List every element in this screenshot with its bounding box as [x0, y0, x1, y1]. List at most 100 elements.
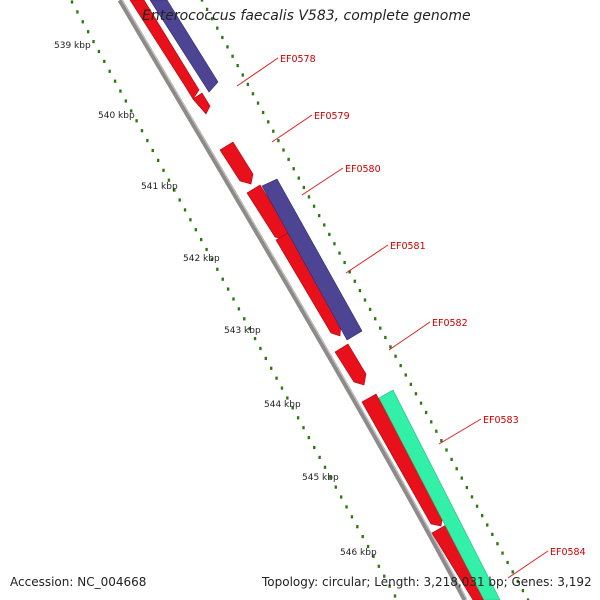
outer-tick: [328, 232, 331, 236]
ruler-label: 545 kbp: [302, 473, 339, 483]
gene-leader-line: [345, 244, 389, 274]
outer-tick: [480, 514, 484, 518]
outer-tick: [231, 54, 234, 58]
outer-tick: [399, 364, 402, 368]
outer-tick: [267, 120, 270, 124]
cds-feature[interactable]: [192, 92, 211, 115]
gene-leader-line: [507, 550, 549, 579]
ruler-tick: [372, 554, 375, 558]
outer-tick-track: [200, 0, 530, 600]
ruler-tick: [124, 99, 128, 103]
gene-leader-line: [236, 57, 279, 87]
outer-tick: [282, 148, 285, 152]
ruler-tick: [205, 247, 208, 252]
ruler-label: 543 kbp: [224, 326, 261, 336]
outer-tick: [272, 129, 275, 133]
gene-label[interactable]: EF0580: [345, 164, 381, 175]
ruler-tick: [200, 238, 203, 242]
outer-tick: [302, 185, 306, 190]
ruler-tick: [221, 277, 224, 281]
ruler-tick: [226, 287, 230, 291]
outer-tick: [307, 195, 311, 199]
outer-tick: [414, 392, 418, 396]
gene-label[interactable]: EF0578: [280, 54, 316, 65]
ruler-track: 539 kbp 540 kbp 541 kbp 542 kbp 543 kbp 544 k…: [54, 0, 397, 598]
gene-label[interactable]: EF0581: [390, 241, 426, 252]
blast-hit[interactable]: [149, 0, 219, 93]
outer-tick: [358, 289, 362, 293]
outer-tick: [317, 214, 321, 218]
ruler-tick: [329, 475, 332, 479]
cds-feature[interactable]: [129, 0, 200, 100]
ruler-tick: [296, 416, 300, 420]
cds-feature[interactable]: [361, 393, 444, 527]
ruler-tick: [269, 366, 273, 370]
ruler-tick: [366, 544, 370, 549]
ruler-label: 542 kbp: [183, 254, 220, 264]
ruler-label: 544 kbp: [264, 400, 301, 410]
ruler-tick: [146, 139, 149, 143]
outer-tick: [526, 598, 530, 600]
cds-feature[interactable]: [334, 343, 367, 386]
ruler-tick: [70, 0, 74, 4]
outer-tick: [333, 242, 336, 246]
outer-tick: [501, 551, 504, 555]
outer-tick: [373, 317, 377, 321]
ruler-tick: [275, 376, 278, 380]
cds-feature[interactable]: [275, 231, 342, 337]
ruler-tick: [194, 228, 198, 232]
outer-tick: [470, 495, 474, 499]
cds-feature[interactable]: [431, 524, 488, 600]
outer-tick: [292, 167, 295, 171]
outer-tick: [424, 410, 428, 415]
cds-track: [129, 0, 488, 600]
outer-tick: [496, 542, 499, 546]
ruler-tick: [318, 455, 321, 459]
gene-label[interactable]: EF0583: [483, 415, 519, 426]
outer-tick: [460, 476, 463, 480]
blast-hit[interactable]: [378, 389, 501, 600]
outer-tick: [210, 17, 214, 21]
accession-text: Accession: NC_004668: [10, 575, 147, 589]
outer-tick: [491, 532, 494, 536]
outer-tick: [323, 223, 326, 227]
ruler-tick: [113, 79, 117, 83]
genome-title: Enterococcus faecalis V583, complete gen…: [142, 8, 471, 24]
outer-tick: [409, 382, 413, 386]
outer-tick: [450, 457, 453, 461]
ruler-tick: [237, 307, 241, 311]
gene-label[interactable]: EF0579: [314, 111, 350, 122]
ruler-label: 540 kbp: [98, 111, 135, 121]
outer-tick: [200, 0, 204, 2]
ruler-tick: [135, 119, 138, 123]
ruler-label: 539 kbp: [54, 41, 91, 51]
ruler-tick: [383, 574, 386, 578]
ruler-tick: [119, 89, 122, 93]
outer-tick: [389, 345, 392, 349]
outer-tick: [455, 467, 458, 471]
ruler-tick: [103, 59, 106, 63]
ruler-tick: [173, 188, 176, 192]
ruler-tick: [345, 505, 348, 509]
gene-label[interactable]: EF0584: [550, 547, 586, 558]
outer-tick: [236, 64, 239, 68]
gene-leader-line: [301, 167, 344, 196]
ruler-tick: [216, 267, 219, 271]
blast-hit[interactable]: [261, 178, 363, 341]
blast-track-blue: [149, 0, 363, 341]
outer-tick: [384, 335, 387, 340]
ruler-tick: [167, 178, 171, 182]
outer-tick: [465, 485, 469, 490]
gene-label[interactable]: EF0582: [432, 318, 468, 329]
ruler-tick: [151, 148, 154, 153]
ruler-tick: [178, 198, 181, 202]
outer-tick: [516, 579, 520, 583]
cds-feature[interactable]: [219, 141, 254, 185]
ruler-tick: [162, 168, 165, 172]
ruler-tick: [307, 436, 311, 440]
ruler-tick: [280, 386, 284, 390]
ruler-tick: [108, 69, 111, 73]
ruler-tick: [339, 495, 343, 499]
